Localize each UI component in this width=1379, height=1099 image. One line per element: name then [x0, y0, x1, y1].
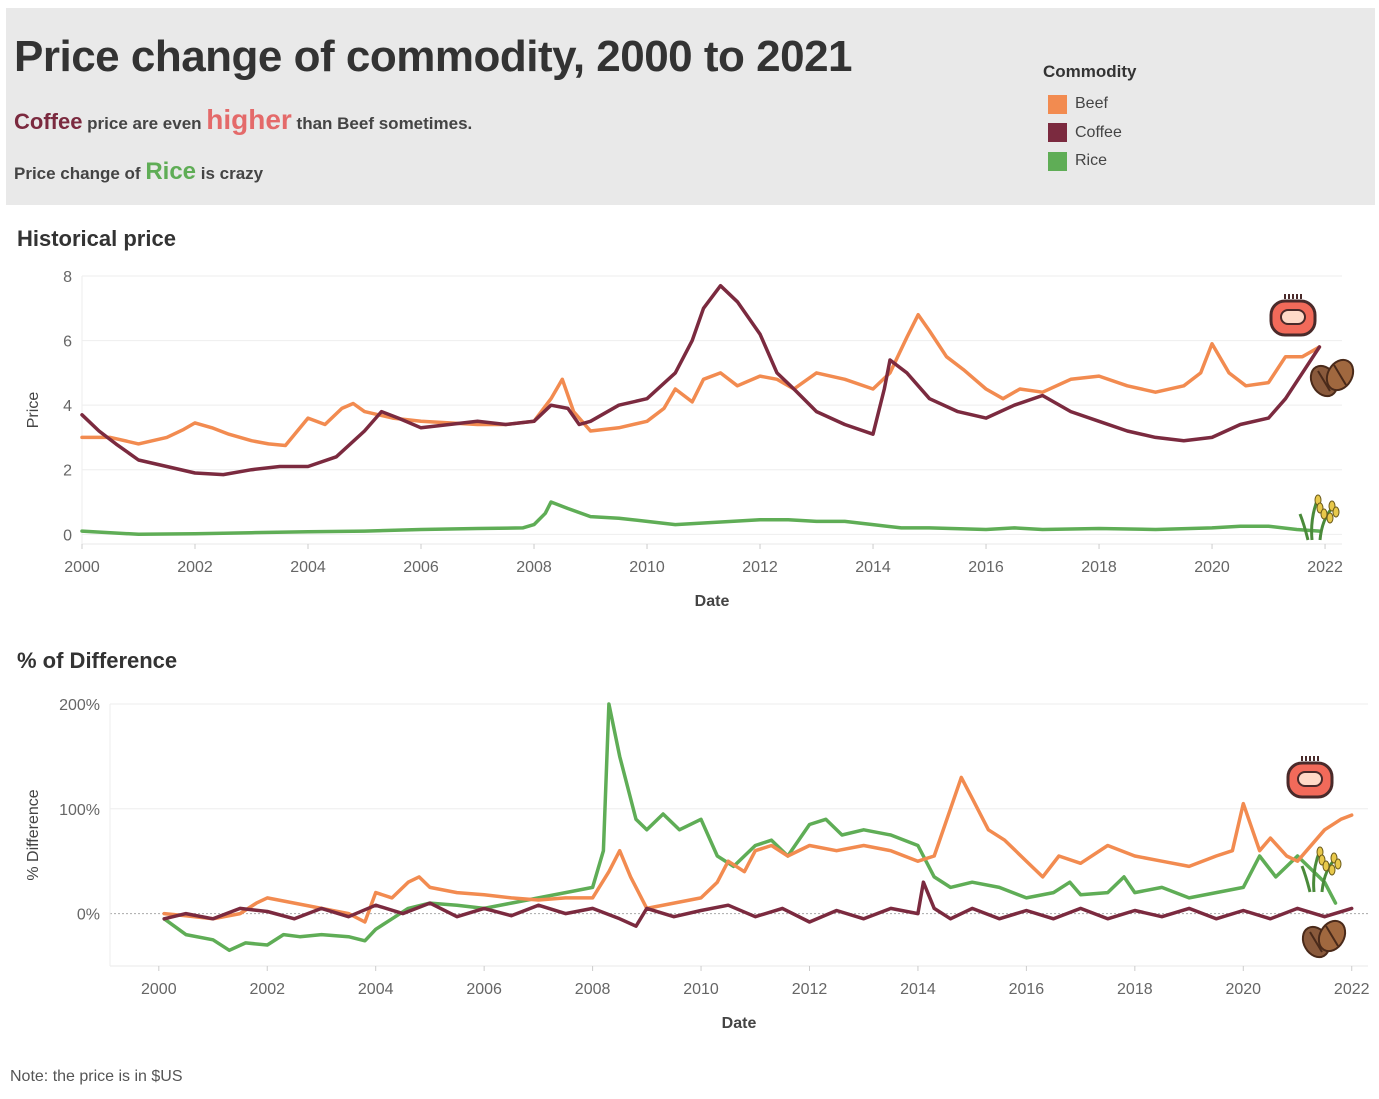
x-tick-label: 2018 — [1117, 981, 1153, 998]
series-line-rice — [162, 702, 1338, 953]
x-tick-label: 2020 — [1194, 559, 1230, 576]
x-tick-label: 2002 — [177, 559, 213, 576]
x-tick-label: 2022 — [1307, 559, 1343, 576]
y-tick-label: 4 — [63, 398, 72, 415]
legend-item-rice[interactable]: Rice — [1048, 147, 1137, 176]
series-line-coffee — [162, 880, 1354, 928]
subtitle-text-a: price are even — [82, 114, 207, 133]
chart-1-title: Historical price — [17, 226, 176, 251]
x-axis-label: Date — [722, 1015, 757, 1032]
x-tick-label: 2008 — [516, 559, 552, 576]
x-tick-label: 2020 — [1225, 981, 1261, 998]
y-tick-label: 6 — [63, 334, 72, 351]
y-tick-label: 100% — [59, 802, 100, 819]
x-tick-label: 2022 — [1334, 981, 1370, 998]
percent-difference-chart: 0% 100% 200% 2000 2002 2004 2006 2008 2010 2012 20… — [25, 697, 1370, 1032]
x-tick-label: 2014 — [855, 559, 891, 576]
x-tick-label: 2012 — [792, 981, 828, 998]
series-line-rice — [80, 500, 1322, 537]
x-tick-label: 2006 — [466, 981, 502, 998]
y-tick-label: 0% — [77, 907, 100, 924]
y-tick-label: 200% — [59, 697, 100, 714]
subtitle-text-b: than Beef sometimes. — [291, 114, 473, 133]
x-tick-label: 2000 — [141, 981, 177, 998]
x-tick-label: 2008 — [575, 981, 611, 998]
subtitle-rice-text-b: is crazy — [196, 164, 264, 183]
coffee-beans-icon — [1301, 919, 1347, 959]
y-tick-label: 8 — [63, 269, 72, 286]
legend-item-beef[interactable]: Beef — [1048, 90, 1137, 119]
x-tick-label: 2006 — [403, 559, 439, 576]
legend-swatch-rice — [1048, 151, 1067, 171]
x-tick-label: 2018 — [1081, 559, 1117, 576]
x-tick-label: 2016 — [1009, 981, 1045, 998]
x-tick-label: 2016 — [968, 559, 1004, 576]
subtitle-rice-line: Price change of Rice is crazy — [14, 158, 263, 186]
legend-swatch-beef — [1048, 94, 1067, 114]
legend-title: Commodity — [1043, 62, 1137, 81]
y-tick-label: 2 — [63, 463, 72, 480]
subtitle-higher-word: higher — [206, 104, 292, 135]
x-tick-label: 2002 — [249, 981, 285, 998]
x-tick-label: 2010 — [629, 559, 665, 576]
historical-price-chart: 0 2 4 6 8 2000 2002 2004 2006 2008 2010 2012 2014 201… — [25, 269, 1355, 610]
legend: Commodity Beef Coffee Rice — [1038, 62, 1137, 176]
series-line-beef — [162, 775, 1354, 924]
legend-item-coffee[interactable]: Coffee — [1048, 119, 1137, 148]
x-tick-label: 2010 — [683, 981, 719, 998]
y-axis-label: Price — [25, 392, 42, 429]
y-tick-label: 0 — [63, 527, 72, 544]
chart-2-title: % of Difference — [17, 648, 178, 673]
legend-swatch-coffee — [1048, 123, 1067, 143]
page-title: Price change of commodity, 2000 to 2021 — [14, 32, 853, 81]
subtitle-rice-word: Rice — [145, 158, 197, 185]
subtitle-rice-text-a: Price change of — [14, 164, 146, 183]
series-line-beef — [80, 312, 1322, 448]
rice-plant-icon — [1300, 846, 1342, 893]
subtitle-coffee-word: Coffee — [14, 109, 83, 134]
steak-icon — [1269, 294, 1317, 337]
header-panel — [6, 8, 1375, 205]
steak-icon — [1286, 756, 1334, 799]
y-axis-label: % Difference — [25, 789, 42, 880]
x-tick-label: 2014 — [900, 981, 936, 998]
legend-label-beef: Beef — [1075, 95, 1108, 113]
legend-label-rice: Rice — [1075, 152, 1108, 170]
x-tick-label: 2004 — [358, 981, 394, 998]
x-tick-label: 2004 — [290, 559, 326, 576]
subtitle-coffee-line: Coffee price are even higher than Beef s… — [14, 104, 472, 136]
x-axis-label: Date — [695, 593, 730, 610]
x-tick-label: 2012 — [742, 559, 778, 576]
legend-label-coffee: Coffee — [1075, 123, 1122, 141]
x-tick-label: 2000 — [64, 559, 100, 576]
rice-plant-icon — [1298, 494, 1340, 541]
series-line-coffee — [80, 283, 1322, 477]
coffee-beans-icon — [1309, 358, 1355, 398]
footnote: Note: the price is in $US — [10, 1068, 183, 1085]
